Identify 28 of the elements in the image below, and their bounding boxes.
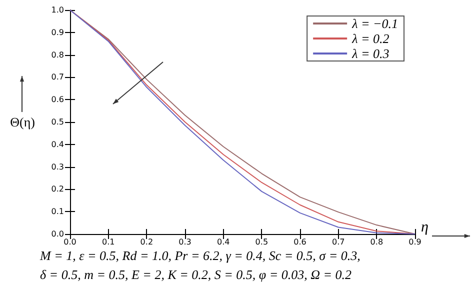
legend-label: λ = 0.3 bbox=[351, 46, 390, 61]
x-tick-label: 0.8 bbox=[370, 238, 384, 246]
y-tick-label: 1.0 bbox=[51, 6, 64, 14]
y-tick-label: 0.1 bbox=[51, 207, 64, 216]
legend-label: λ = 0.2 bbox=[351, 31, 390, 46]
y-tick-label: 0.4 bbox=[51, 140, 64, 149]
x-tick-label: 0.2 bbox=[140, 238, 154, 246]
y-tick-label: 0.5 bbox=[51, 118, 64, 126]
y-axis-title: Θ(η) bbox=[10, 114, 35, 130]
y-tick-label: 0.6 bbox=[51, 95, 64, 104]
y-tick-label: 0.7 bbox=[51, 72, 64, 82]
x-tick-label: 0.3 bbox=[178, 238, 192, 246]
x-tick-label: 0.5 bbox=[255, 238, 268, 246]
text: M = 1, ε = 0.5, Rd = 1.0, Pr = 6.2, γ = 0.4, Sc = 0.5, σ = 0.3, bbox=[40, 248, 360, 264]
x-tick-label: 0.9 bbox=[408, 238, 422, 246]
x-tick-label: 0.1 bbox=[102, 238, 115, 246]
x-tick-label: 0.6 bbox=[294, 238, 306, 246]
x-axis-title: η bbox=[421, 220, 428, 236]
y-tick-label: 0.3 bbox=[51, 162, 64, 172]
x-tick-label: 0.4 bbox=[216, 238, 230, 246]
text: δ = 0.5, m = 0.5, E = 2, K = 0.2, S = 0.5, φ = 0.03, Ω = 0.2 bbox=[40, 267, 352, 283]
x-tick-label: 0.0 bbox=[64, 238, 76, 246]
legend-label: λ = −0.1 bbox=[351, 16, 398, 31]
x-tick-label: 0.7 bbox=[332, 238, 345, 246]
y-tick-label: 0.2 bbox=[51, 184, 64, 194]
y-tick-label: 0.8 bbox=[51, 50, 64, 60]
y-tick-label: 0.0 bbox=[51, 230, 64, 238]
y-tick-label: 0.9 bbox=[51, 28, 64, 37]
